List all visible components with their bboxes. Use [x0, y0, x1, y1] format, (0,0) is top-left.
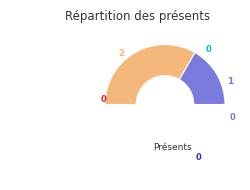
Text: 0: 0 — [229, 113, 235, 122]
Text: 0: 0 — [101, 95, 107, 104]
Text: 0: 0 — [205, 45, 211, 54]
Wedge shape — [180, 53, 225, 104]
Text: 1: 1 — [227, 77, 233, 86]
Text: 0: 0 — [195, 153, 201, 162]
Text: Présents: Présents — [153, 143, 192, 152]
Text: Répartition des présents: Répartition des présents — [65, 10, 210, 23]
Wedge shape — [105, 105, 225, 165]
Text: 2: 2 — [119, 49, 125, 58]
Wedge shape — [105, 44, 195, 105]
